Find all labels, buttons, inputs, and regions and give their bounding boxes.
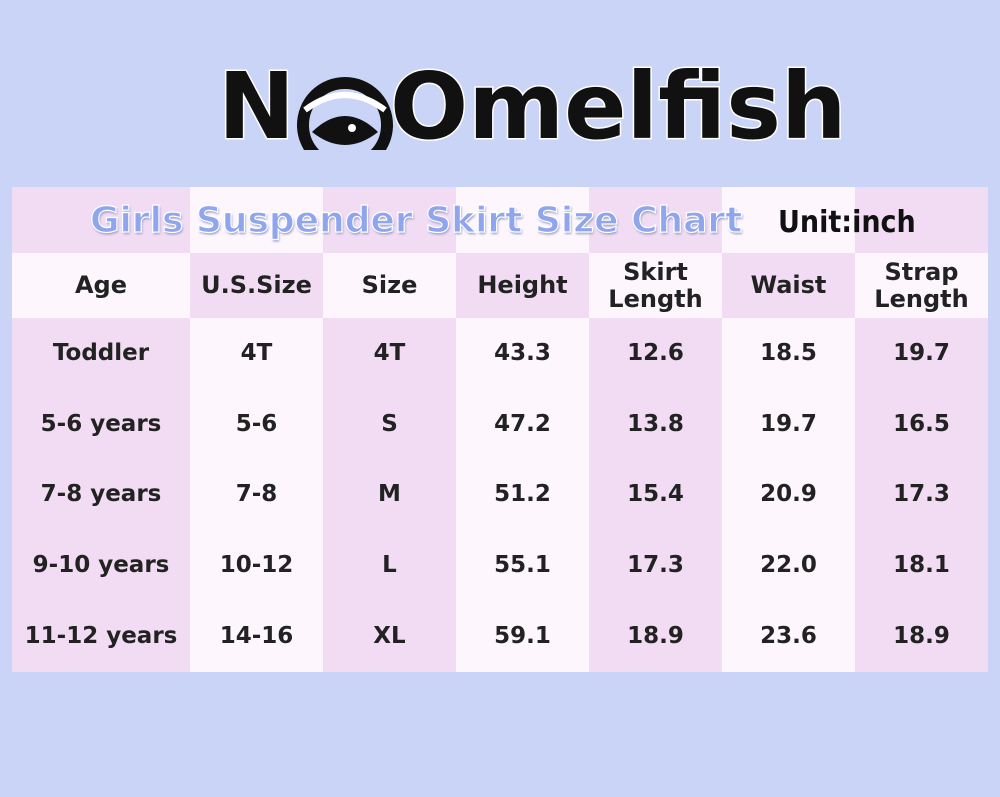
title-cell (722, 187, 855, 253)
data-cell: 14-16 (190, 601, 323, 672)
size-table: Age U.S.Size Size Height Skirt Length Waist St… (12, 187, 988, 672)
data-cell: 18.9 (589, 601, 722, 672)
data-cell: 4T (323, 318, 456, 389)
header-cell: Height (456, 253, 589, 318)
data-cell: 47.2 (456, 388, 589, 460)
logo: N Omelfish (217, 52, 848, 150)
data-cell: 59.1 (456, 601, 589, 672)
data-cell: 5-6 years (12, 388, 190, 460)
data-cell: 55.1 (456, 530, 589, 602)
data-cell: 18.1 (855, 530, 988, 602)
title-cell (456, 187, 589, 253)
data-cell: 7-8 years (12, 459, 190, 531)
table-unit: Unit:inch (778, 205, 916, 240)
data-cell: 5-6 (190, 388, 323, 460)
data-cell: 11-12 years (12, 601, 190, 672)
data-cell: XL (323, 601, 456, 672)
title-cell (190, 187, 323, 253)
header-cell: Strap Length (855, 253, 988, 318)
logo-icon (297, 77, 393, 150)
title-cell (323, 187, 456, 253)
data-cell: 18.5 (722, 318, 855, 389)
title-cell (855, 187, 988, 253)
header-cell: Waist (722, 253, 855, 318)
data-cell: M (323, 459, 456, 531)
data-cell: 9-10 years (12, 530, 190, 602)
data-cell: 22.0 (722, 530, 855, 602)
header-cell: Age (12, 253, 190, 318)
data-cell: 18.9 (855, 601, 988, 672)
data-cell: S (323, 388, 456, 460)
data-cell: 10-12 (190, 530, 323, 602)
data-cell: Toddler (12, 318, 190, 389)
data-cell: 15.4 (589, 459, 722, 531)
data-cell: 23.6 (722, 601, 855, 672)
table-title: Girls Suspender Skirt Size Chart (89, 199, 743, 241)
data-cell: 43.3 (456, 318, 589, 389)
logo-right: Omelfish (390, 53, 846, 150)
data-cell: L (323, 530, 456, 602)
logo-left: N (218, 53, 295, 150)
header-cell: Skirt Length (589, 253, 722, 318)
data-cell: 20.9 (722, 459, 855, 531)
data-cell: 12.6 (589, 318, 722, 389)
data-cell: 7-8 (190, 459, 323, 531)
title-cell (589, 187, 722, 253)
title-cell (12, 187, 190, 253)
data-cell: 13.8 (589, 388, 722, 460)
header-cell: U.S.Size (190, 253, 323, 318)
header-cell: Size (323, 253, 456, 318)
data-cell: 4T (190, 318, 323, 389)
data-cell: 19.7 (855, 318, 988, 389)
data-cell: 17.3 (855, 459, 988, 531)
data-cell: 17.3 (589, 530, 722, 602)
data-cell: 16.5 (855, 388, 988, 460)
data-cell: 51.2 (456, 459, 589, 531)
data-cell: 19.7 (722, 388, 855, 460)
